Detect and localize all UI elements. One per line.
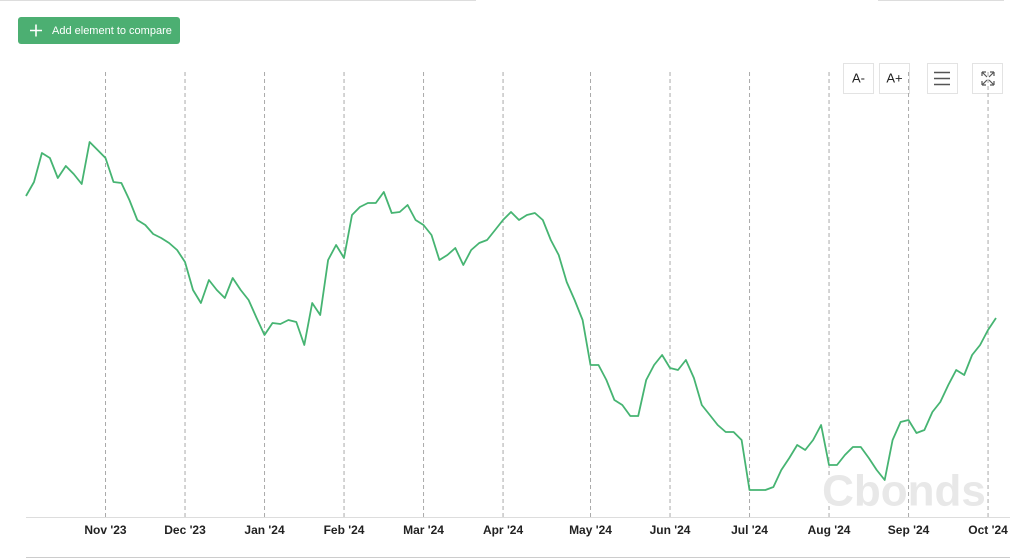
fullscreen-icon [981, 71, 995, 86]
x-tick-label: Oct '24 [968, 523, 1008, 537]
x-tick-label: Dec '23 [164, 523, 206, 537]
x-tick-label: May '24 [569, 523, 612, 537]
button-bg[interactable] [843, 63, 874, 94]
x-tick-label: Jan '24 [244, 523, 285, 537]
watermark: Cbonds [822, 467, 986, 516]
fullscreen-button[interactable] [972, 63, 1003, 94]
x-tick-label: Nov '23 [84, 523, 127, 537]
menu-icon [934, 71, 950, 86]
x-tick-label: Feb '24 [324, 523, 365, 537]
font-increase-button[interactable]: A+ [879, 63, 910, 94]
menu-button[interactable] [927, 63, 958, 94]
button-bg[interactable] [972, 63, 1003, 94]
x-tick-label: Jun '24 [650, 523, 691, 537]
x-tick-label: Apr '24 [483, 523, 524, 537]
add-button[interactable]: Add element to compare [18, 17, 180, 44]
font-decrease-label[interactable]: A- [852, 70, 865, 85]
button-bg[interactable] [879, 63, 910, 94]
x-tick-label: Mar '24 [403, 523, 444, 537]
plus-icon [30, 24, 42, 37]
add-button-bg[interactable] [18, 17, 180, 44]
x-tick-label: Jul '24 [731, 523, 768, 537]
add-button-label[interactable]: Add element to compare [52, 25, 172, 37]
line [25, 141, 997, 491]
font-decrease-button[interactable]: A- [843, 63, 874, 94]
x-tick-label: Aug '24 [808, 523, 851, 537]
x-tick-label: Sep '24 [888, 523, 930, 537]
font-increase-label[interactable]: A+ [886, 70, 902, 85]
